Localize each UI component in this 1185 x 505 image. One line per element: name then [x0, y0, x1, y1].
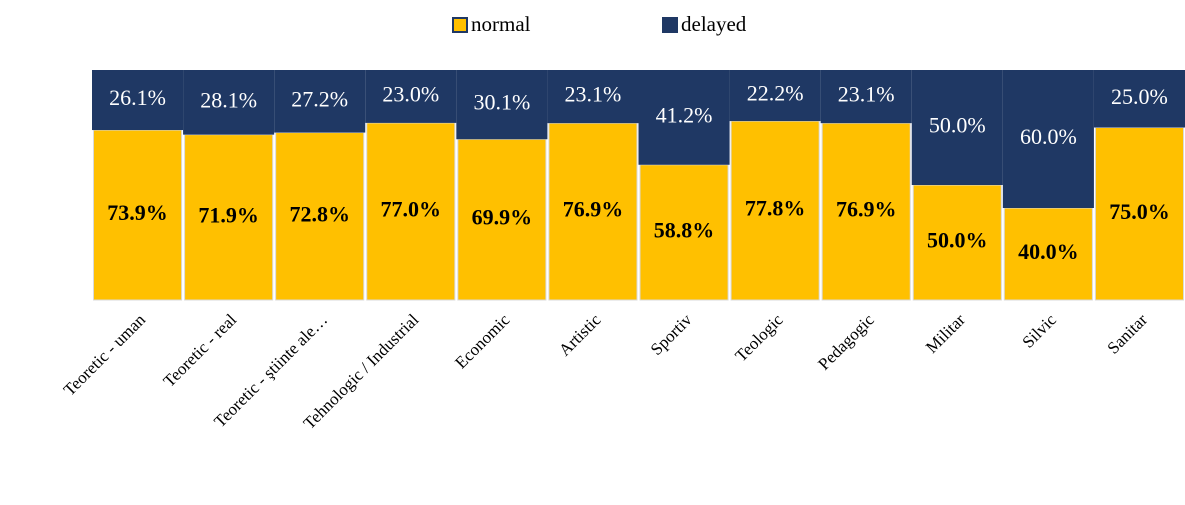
bar-segment — [730, 120, 820, 301]
data-label: 23.1% — [565, 82, 622, 107]
bar-segment — [729, 70, 821, 122]
data-label: 40.0% — [1018, 239, 1079, 264]
data-label: 58.8% — [654, 217, 715, 242]
x-tick-label: Teoretic - uman — [60, 310, 150, 400]
x-tick-label: Pedagogic — [814, 310, 878, 374]
data-label: 72.8% — [289, 201, 350, 226]
bar-segment — [456, 70, 548, 140]
bar-segment — [1003, 207, 1093, 301]
bar-segment — [365, 70, 457, 123]
data-label: 77.0% — [381, 196, 442, 221]
x-tick-label: Silvic — [1018, 310, 1060, 352]
data-label: 25.0% — [1111, 84, 1168, 109]
bar-segment — [1002, 70, 1094, 208]
x-tick-label: Militar — [922, 310, 969, 357]
bar-segment — [547, 70, 639, 124]
legend-swatch — [662, 17, 678, 33]
bar-segment — [821, 122, 911, 301]
bar-segment — [1093, 70, 1185, 128]
data-label: 75.0% — [1109, 199, 1170, 224]
bar-segment — [912, 184, 1002, 301]
legend-label: normal — [471, 12, 531, 36]
bar-segment — [275, 132, 365, 301]
legend-swatch — [452, 17, 468, 33]
bar-segment — [457, 138, 547, 301]
data-label: 30.1% — [473, 90, 530, 115]
data-label: 27.2% — [291, 86, 348, 111]
bar-segment — [183, 70, 275, 135]
data-label: 73.9% — [107, 200, 168, 225]
bar-segment — [274, 70, 366, 133]
data-label: 60.0% — [1020, 124, 1077, 149]
legend-label: delayed — [681, 12, 747, 36]
x-tick-label: Economic — [451, 310, 513, 372]
x-tick-label: Artistic — [555, 310, 605, 360]
bar-segment — [639, 164, 729, 301]
bar-segment — [93, 129, 183, 301]
data-label: 50.0% — [927, 228, 988, 253]
data-label: 71.9% — [198, 202, 259, 227]
bar-segment — [548, 122, 638, 301]
x-tick-label: Sanitar — [1104, 310, 1152, 358]
bar-segment — [92, 70, 184, 131]
x-tick-label: Teologic — [731, 310, 787, 366]
bar-segment — [820, 70, 912, 124]
x-tick-label: Teoretic - real — [160, 310, 241, 391]
data-label: 26.1% — [109, 85, 166, 110]
data-label: 77.8% — [745, 196, 806, 221]
data-label: 23.1% — [838, 82, 895, 107]
data-label: 23.0% — [382, 81, 439, 106]
data-label: 76.9% — [836, 197, 897, 222]
x-tick-label: Sportiv — [647, 310, 696, 359]
data-label: 76.9% — [563, 197, 624, 222]
data-label: 28.1% — [200, 87, 257, 112]
data-label: 41.2% — [656, 102, 713, 127]
data-label: 22.2% — [747, 81, 804, 106]
bar-segment — [911, 70, 1003, 185]
data-label: 50.0% — [929, 113, 986, 138]
bar-segment — [1094, 127, 1184, 301]
bar-segment — [638, 70, 730, 165]
data-label: 69.9% — [472, 205, 533, 230]
